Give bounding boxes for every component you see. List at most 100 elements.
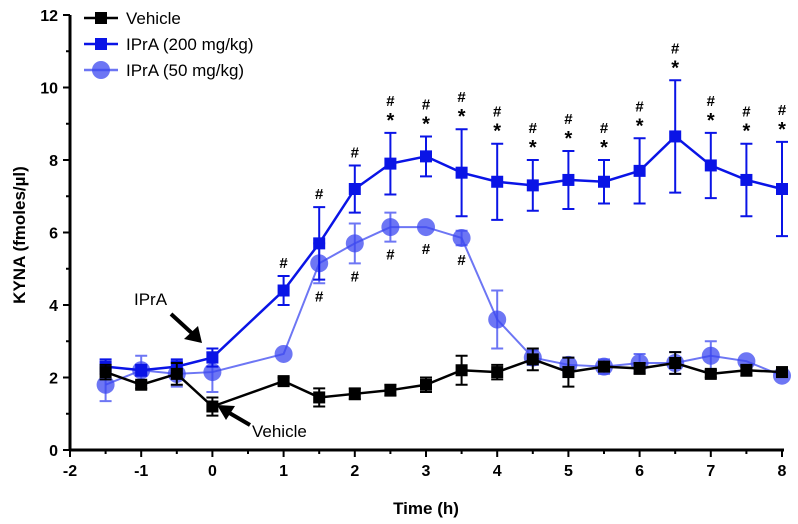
data-point (526, 179, 539, 192)
significance-hash: # (529, 120, 538, 137)
legend-label: IPrA (200 mg/kg) (126, 35, 254, 54)
data-point (384, 384, 397, 397)
significance-star: * (493, 121, 501, 143)
significance-star: * (529, 137, 537, 159)
data-point (598, 175, 610, 188)
data-point (452, 228, 471, 247)
data-point (669, 130, 682, 143)
data-point (491, 175, 504, 188)
significance-hash: # (742, 104, 751, 121)
y-axis-label: KYNA (fmoles/µl) (10, 166, 29, 304)
significance-hash: # (386, 93, 395, 110)
data-point (776, 183, 788, 195)
x-tick-label: 4 (493, 463, 502, 480)
significance-hash: # (351, 268, 360, 285)
data-point (740, 364, 753, 377)
significance-hash: # (600, 120, 609, 137)
data-point (274, 344, 293, 363)
significance-hash: # (422, 96, 431, 113)
x-axis-label: Time (h) (393, 499, 459, 518)
data-point (345, 234, 364, 253)
ipra-arrow-label: IPrA (134, 290, 168, 309)
ipra-arrow (169, 312, 197, 338)
y-tick-label: 10 (40, 81, 58, 98)
data-point (488, 310, 507, 329)
significance-hash: # (279, 255, 288, 272)
data-point (417, 218, 435, 237)
x-tick-label: 6 (635, 463, 644, 480)
significance-hash: # (315, 288, 324, 305)
x-tick-label: -2 (63, 463, 77, 480)
x-tick-label: 8 (778, 463, 787, 480)
significance-hash: # (493, 104, 502, 121)
significance-hash: # (778, 102, 787, 119)
data-point (633, 164, 646, 177)
x-tick-label: 7 (706, 463, 715, 480)
data-point (562, 173, 575, 186)
legend-marker (92, 61, 110, 79)
vehicle-arrow-label: Vehicle (252, 422, 307, 441)
data-point (313, 237, 326, 250)
data-point (277, 284, 290, 297)
significance-star: * (422, 113, 430, 135)
data-point (135, 378, 148, 391)
significance-star: * (743, 121, 751, 143)
data-point (491, 366, 504, 379)
data-point (206, 351, 219, 364)
x-tick-label: 5 (564, 463, 573, 480)
data-point (526, 353, 539, 366)
significance-star: * (565, 128, 573, 150)
data-point (455, 364, 468, 377)
data-point (669, 357, 682, 369)
significance-hash: # (707, 93, 716, 110)
data-point (170, 367, 183, 380)
significance-hash: # (564, 111, 573, 128)
data-point (348, 387, 361, 400)
significance-hash: # (386, 247, 395, 264)
significance-hash: # (457, 252, 466, 269)
y-tick-label: 2 (49, 371, 58, 388)
significance-star: * (707, 110, 715, 132)
data-point (420, 378, 432, 391)
y-tick-label: 0 (49, 443, 58, 460)
data-point (384, 157, 397, 170)
data-point (776, 366, 788, 379)
significance-star: * (636, 115, 644, 137)
data-point (704, 159, 717, 172)
data-point (598, 360, 610, 373)
x-tick-label: 1 (279, 463, 288, 480)
data-point (135, 364, 148, 377)
data-point (704, 367, 717, 380)
significance-hash: # (315, 186, 324, 203)
data-point (420, 150, 432, 163)
significance-hash: # (422, 241, 431, 258)
y-tick-label: 4 (49, 298, 58, 315)
legend-label: IPrA (50 mg/kg) (126, 61, 244, 80)
significance-hash: # (457, 89, 466, 106)
data-point (206, 400, 219, 413)
ipra-arrowhead (184, 326, 202, 343)
significance-star: * (778, 119, 786, 141)
data-point (633, 362, 646, 375)
y-tick-label: 8 (49, 153, 58, 170)
significance-hash: # (671, 40, 680, 57)
x-tick-label: 3 (422, 463, 431, 480)
data-point (562, 366, 575, 379)
significance-hash: # (351, 144, 360, 161)
legend-marker (95, 38, 107, 50)
data-point (99, 366, 112, 379)
data-point (701, 346, 720, 365)
data-point (313, 391, 326, 404)
legend-marker (95, 12, 107, 24)
x-tick-label: 0 (208, 463, 217, 480)
data-point (348, 183, 361, 195)
data-point (277, 375, 290, 388)
x-tick-label: 2 (350, 463, 359, 480)
significance-hash: # (635, 98, 644, 115)
series-line-ipra-200-mg-kg- (105, 134, 783, 372)
y-tick-label: 12 (40, 8, 58, 25)
vehicle-arrowhead (217, 405, 235, 420)
significance-star: * (600, 137, 608, 159)
